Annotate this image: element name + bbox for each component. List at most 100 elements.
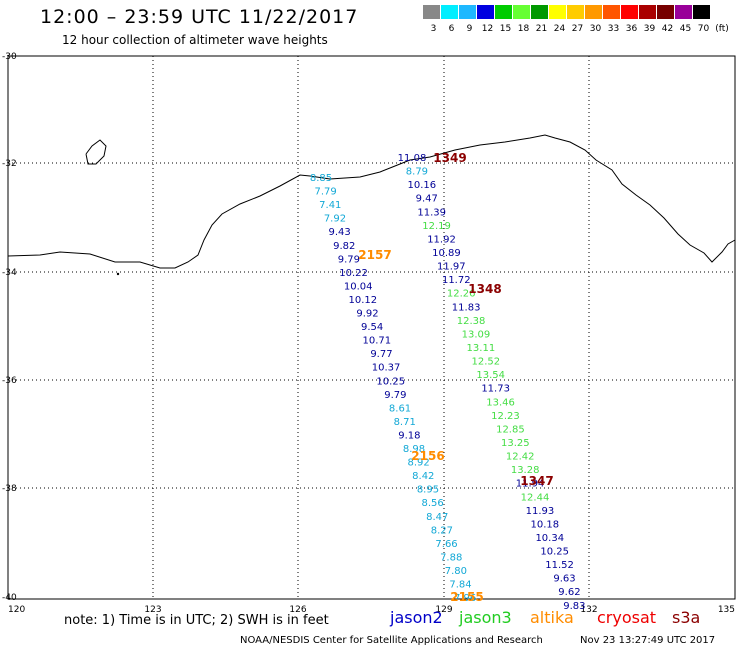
wave-height-label: 10.37 <box>372 363 401 374</box>
longitude-label: 123 <box>144 605 161 615</box>
scale-swatch <box>495 5 512 19</box>
wave-height-label: 12.44 <box>521 492 550 503</box>
footnote: note: 1) Time is in UTC; 2) SWH is in fe… <box>64 613 329 628</box>
latitude-label: -34 <box>2 268 17 278</box>
scale-label: 12 <box>481 24 494 34</box>
wave-height-label: 11.08 <box>398 153 427 164</box>
wave-height-label: 10.25 <box>540 547 569 558</box>
wave-height-label: 9.92 <box>356 309 378 320</box>
wave-height-label: 10.04 <box>344 281 373 292</box>
wave-height-label: 8.98 <box>403 444 425 455</box>
wave-height-label: 8.85 <box>310 173 332 184</box>
latitude-label: -40 <box>2 593 17 603</box>
scale-label: 36 <box>625 24 638 34</box>
scale-label: 33 <box>607 24 620 34</box>
wave-height-label: 7.41 <box>319 200 341 211</box>
wave-height-label: 9.54 <box>361 322 383 333</box>
longitude-label: 129 <box>435 605 452 615</box>
wave-height-label: 7.80 <box>445 566 467 577</box>
latitude-label: -36 <box>2 376 17 386</box>
wave-height-label: 11.94 <box>516 479 545 490</box>
scale-label: 24 <box>553 24 566 34</box>
wave-height-label: 8.95 <box>417 485 439 496</box>
wave-height-label: 8.79 <box>406 167 428 178</box>
wave-height-label: 9.77 <box>370 349 392 360</box>
wave-height-label: 12.52 <box>471 357 500 368</box>
wave-height-label: 8.56 <box>421 498 443 509</box>
wave-height-label: 13.09 <box>462 329 491 340</box>
legend-jason2: jason2 <box>390 608 443 627</box>
wave-height-label: 12.42 <box>506 452 535 463</box>
wave-height-label: 10.18 <box>531 519 560 530</box>
scale-label: 30 <box>589 24 602 34</box>
wave-height-label: 9.82 <box>333 241 355 252</box>
scale-label: 15 <box>499 24 512 34</box>
wave-height-label: 9.79 <box>384 390 406 401</box>
scale-swatch <box>585 5 602 19</box>
pass-time-label: 1349 <box>433 151 466 165</box>
island-outline <box>85 139 107 165</box>
longitude-label: 132 <box>580 605 597 615</box>
legend-s3a: s3a <box>672 608 701 627</box>
wave-height-label: 8.42 <box>412 471 434 482</box>
wave-height-label: 10.25 <box>376 376 405 387</box>
map-subtitle: 12 hour collection of altimeter wave hei… <box>62 33 328 47</box>
legend-altika: altika <box>530 608 574 627</box>
scale-label: 45 <box>679 24 692 34</box>
wave-height-label: 10.34 <box>535 533 564 544</box>
scale-label: 39 <box>643 24 656 34</box>
map-title: 12:00 – 23:59 UTC 11/22/2017 <box>40 6 359 28</box>
wave-height-label: 10.12 <box>349 295 378 306</box>
wave-height-label: 12.38 <box>457 316 486 327</box>
wave-height-label: 9.18 <box>398 430 420 441</box>
wave-height-label: 11.52 <box>545 560 574 571</box>
wave-height-label: 10.22 <box>339 268 368 279</box>
scale-swatch <box>603 5 620 19</box>
scale-swatch <box>513 5 530 19</box>
longitude-label: 126 <box>289 605 306 615</box>
scale-label: 42 <box>661 24 674 34</box>
wave-height-label: 13.28 <box>511 465 540 476</box>
wave-height-label: 12.19 <box>422 221 451 232</box>
wave-height-label: 8.92 <box>408 458 430 469</box>
scale-swatch <box>621 5 638 19</box>
scale-swatch <box>441 5 458 19</box>
longitude-label: 135 <box>718 605 735 615</box>
scale-swatch <box>657 5 674 19</box>
wave-height-label: 11.73 <box>481 384 510 395</box>
wave-height-label: 7.88 <box>440 552 462 563</box>
pass-time-label: 1348 <box>468 282 501 296</box>
wave-height-label: 7.92 <box>324 214 346 225</box>
scale-label: 3 <box>430 24 437 34</box>
pass-time-label: 2155 <box>450 590 483 604</box>
wave-height-label: 10.71 <box>362 336 391 347</box>
wave-height-label: 9.83 <box>563 601 585 612</box>
pass-time-label: 2156 <box>411 449 444 463</box>
wave-height-label: 9.63 <box>553 574 575 585</box>
wave-height-label: 7.84 <box>449 580 471 591</box>
wave-height-label: 8.47 <box>426 512 448 523</box>
latitude-label: -32 <box>2 159 17 169</box>
wave-height-label: 9.47 <box>416 194 438 205</box>
scale-label: 27 <box>571 24 584 34</box>
scale-swatch <box>693 5 710 19</box>
wave-height-label: 11.92 <box>427 234 456 245</box>
scale-label: 21 <box>535 24 548 34</box>
wave-height-label: 11.83 <box>452 302 481 313</box>
wave-height-label: 7.79 <box>315 187 337 198</box>
scale-swatch <box>639 5 656 19</box>
wave-height-label: 13.25 <box>501 438 530 449</box>
legend-cryosat: cryosat <box>597 608 657 627</box>
wave-height-label: 11.97 <box>437 262 466 273</box>
wave-height-label: 8.61 <box>389 403 411 414</box>
pass-time-label: 2157 <box>358 248 391 262</box>
wave-height-label: 13.11 <box>467 343 496 354</box>
scale-swatch <box>549 5 566 19</box>
wave-height-label: 11.72 <box>442 275 471 286</box>
scale-label: 70 <box>697 24 710 34</box>
wave-height-label: 8.27 <box>431 525 453 536</box>
wave-height-label: 12.23 <box>491 411 520 422</box>
scale-label: 9 <box>466 24 473 34</box>
